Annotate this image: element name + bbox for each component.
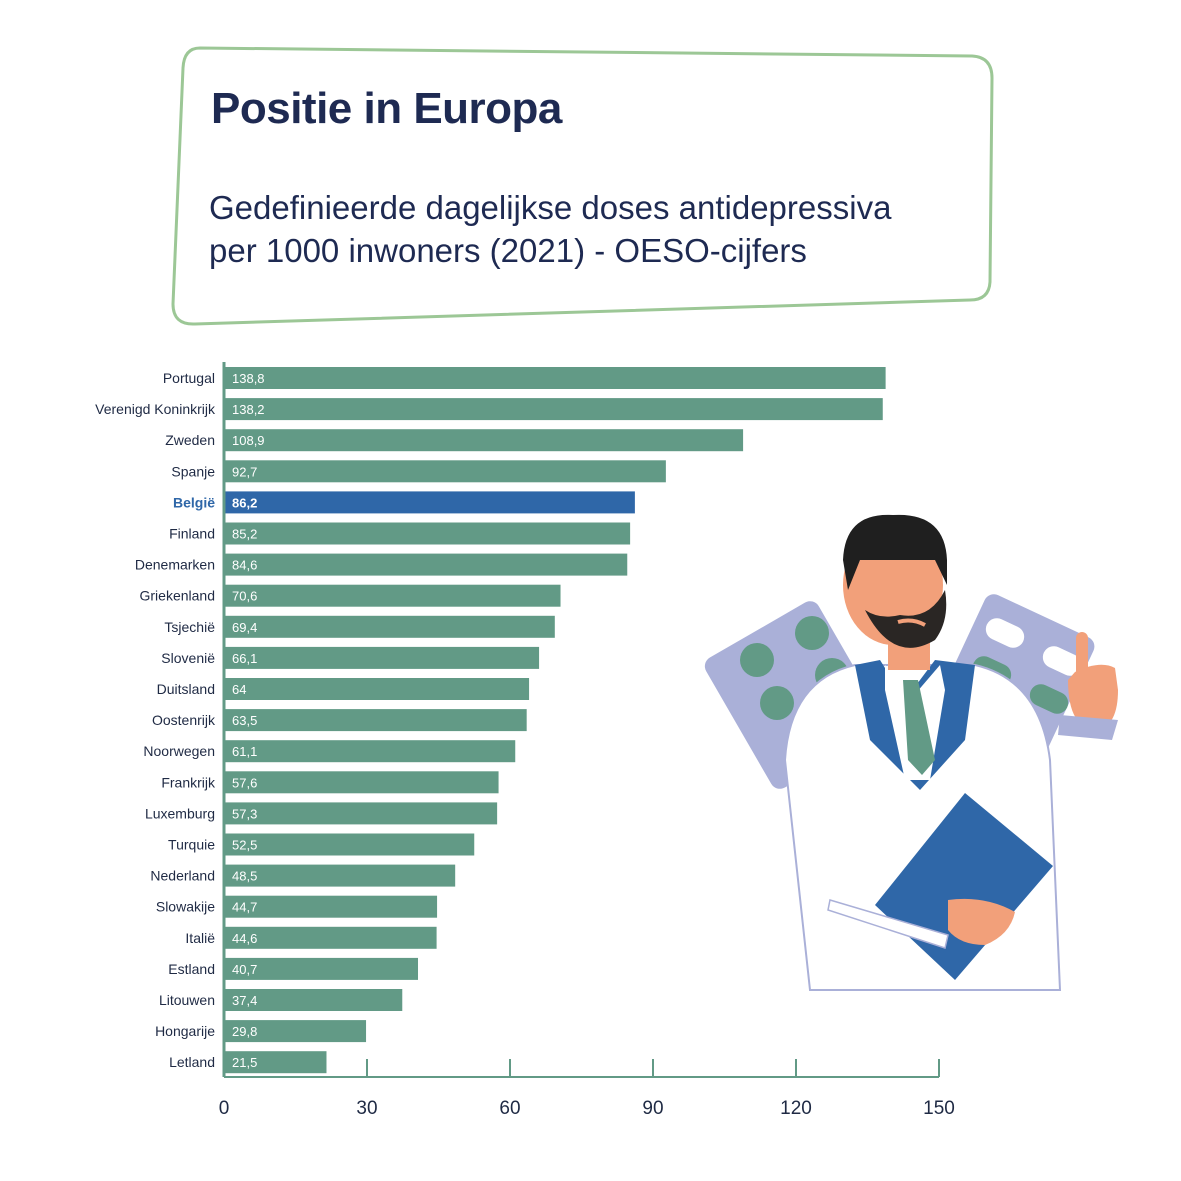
- category-label: Slovenië: [161, 650, 215, 666]
- doctor-illustration: [704, 514, 1118, 991]
- category-label: Slowakije: [156, 899, 215, 915]
- data-label: 85,2: [232, 527, 257, 542]
- category-label: Estland: [168, 961, 215, 977]
- data-label: 40,7: [232, 962, 257, 977]
- data-label: 37,4: [232, 993, 257, 1008]
- x-tick-label: 60: [499, 1098, 520, 1119]
- bar: [224, 553, 628, 576]
- data-label: 21,5: [232, 1055, 257, 1070]
- category-label: België: [173, 494, 215, 510]
- bar: [224, 646, 540, 669]
- bar: [224, 429, 744, 452]
- subtitle-line-2: per 1000 inwoners (2021) - OESO-cijfers: [209, 232, 807, 269]
- data-label: 63,5: [232, 713, 257, 728]
- data-label: 138,2: [232, 402, 265, 417]
- x-tick-label: 150: [923, 1098, 955, 1119]
- bar: [224, 367, 886, 389]
- data-label: 57,3: [232, 806, 257, 821]
- x-tick-label: 90: [642, 1098, 663, 1119]
- bar-chart: Portugal 138,8 Verenigd Koninkrijk 138,2 Zwe…: [95, 362, 955, 1119]
- bar: [224, 771, 499, 794]
- bar: [224, 740, 516, 763]
- x-tick-label: 120: [780, 1098, 812, 1119]
- data-label: 52,5: [232, 838, 257, 853]
- category-label: Zweden: [165, 432, 215, 448]
- data-label: 84,6: [232, 558, 257, 573]
- category-label: Oostenrijk: [152, 712, 216, 728]
- bar: [224, 1051, 327, 1074]
- data-label: 48,5: [232, 869, 257, 884]
- bar: [224, 833, 475, 856]
- title-frame: [171, 46, 994, 326]
- bar: [224, 709, 527, 732]
- data-label: 108,9: [232, 433, 265, 448]
- raised-hand: [1058, 632, 1118, 740]
- category-label: Nederland: [150, 868, 215, 884]
- category-label: Noorwegen: [143, 743, 215, 759]
- bar: [224, 926, 437, 949]
- bar: [224, 584, 561, 607]
- category-label: Turquie: [168, 837, 215, 853]
- bar: [224, 678, 530, 700]
- category-label: Letland: [169, 1054, 215, 1070]
- category-label: Litouwen: [159, 992, 215, 1008]
- category-label: Portugal: [163, 370, 215, 386]
- bar: [224, 460, 666, 483]
- data-label: 44,6: [232, 931, 257, 946]
- x-tick-label: 30: [356, 1098, 377, 1119]
- data-label: 69,4: [232, 620, 257, 635]
- bar: [224, 957, 419, 980]
- data-label: 66,1: [232, 651, 257, 666]
- bar: [224, 802, 498, 825]
- category-label: Frankrijk: [161, 774, 216, 790]
- bar: [224, 989, 403, 1011]
- category-label: Griekenland: [140, 588, 216, 604]
- category-label: Duitsland: [157, 681, 215, 697]
- category-label: Hongarije: [155, 1023, 215, 1039]
- clipboard-icon: [827, 793, 1053, 980]
- data-label: 70,6: [232, 589, 257, 604]
- subtitle-line-1: Gedefinieerde dagelijkse doses antidepre…: [209, 189, 892, 226]
- data-label: 44,7: [232, 900, 257, 915]
- data-label: 57,6: [232, 775, 257, 790]
- category-label: Luxemburg: [145, 805, 215, 821]
- bar: [224, 491, 635, 514]
- category-label: Denemarken: [135, 557, 215, 573]
- bar: [224, 522, 631, 545]
- data-label: 92,7: [232, 464, 257, 479]
- data-label: 86,2: [232, 495, 257, 510]
- bar: [224, 1020, 367, 1043]
- bar: [224, 864, 456, 887]
- data-label: 138,8: [232, 371, 265, 386]
- data-label: 29,8: [232, 1024, 257, 1039]
- category-label: Finland: [169, 526, 215, 542]
- bar: [224, 398, 883, 421]
- category-label: Spanje: [171, 463, 215, 479]
- category-label: Verenigd Koninkrijk: [95, 401, 216, 417]
- chart-subtitle: Gedefinieerde dagelijkse doses antidepre…: [209, 186, 989, 272]
- data-label: 64: [232, 682, 246, 697]
- page-title: Positie in Europa: [211, 84, 562, 133]
- bar: [224, 895, 438, 918]
- data-label: 61,1: [232, 744, 257, 759]
- x-tick-label: 0: [219, 1098, 230, 1119]
- category-label: Tsjechië: [164, 619, 215, 635]
- bar: [224, 615, 555, 638]
- category-label: Italië: [185, 930, 215, 946]
